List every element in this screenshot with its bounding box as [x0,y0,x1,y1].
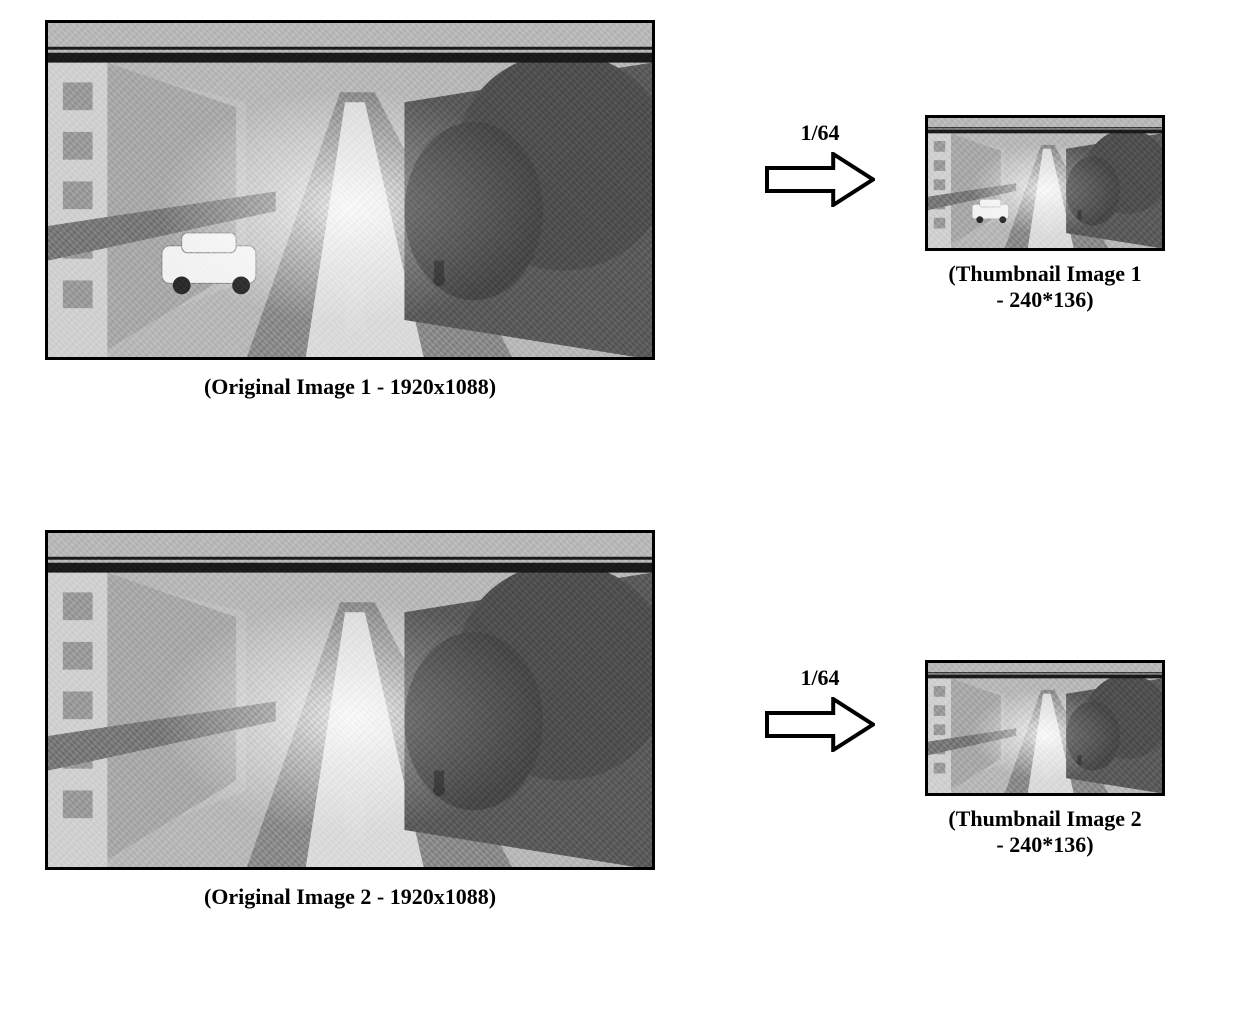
original-image-2-caption: (Original Image 2 - 1920x1088) [45,884,655,910]
thumbnail-image-2-block: (Thumbnail Image 2 - 240*136) [925,660,1165,858]
arrow-1-group: 1/64 [765,120,875,207]
thumbnail-image-2-caption: (Thumbnail Image 2 - 240*136) [925,806,1165,858]
noise-overlay [48,23,652,357]
original-image-1-caption: (Original Image 1 - 1920x1088) [45,374,655,400]
original-image-1-frame [45,20,655,360]
noise-overlay [928,663,1162,793]
noise-overlay [928,118,1162,248]
arrow-right-icon [765,697,875,752]
thumbnail-image-1-block: (Thumbnail Image 1 - 240*136) [925,115,1165,313]
thumbnail-image-2-frame [925,660,1165,796]
original-image-1-block: (Original Image 1 - 1920x1088) [45,20,655,400]
ratio-label-1: 1/64 [800,120,839,146]
ratio-label-2: 1/64 [800,665,839,691]
arrow-right-icon [765,152,875,207]
thumbnail-image-1-caption: (Thumbnail Image 1 - 240*136) [925,261,1165,313]
noise-overlay [48,533,652,867]
original-image-2-block: (Original Image 2 - 1920x1088) [45,530,655,910]
arrow-2-group: 1/64 [765,665,875,752]
thumbnail-image-1-frame [925,115,1165,251]
original-image-2-frame [45,530,655,870]
